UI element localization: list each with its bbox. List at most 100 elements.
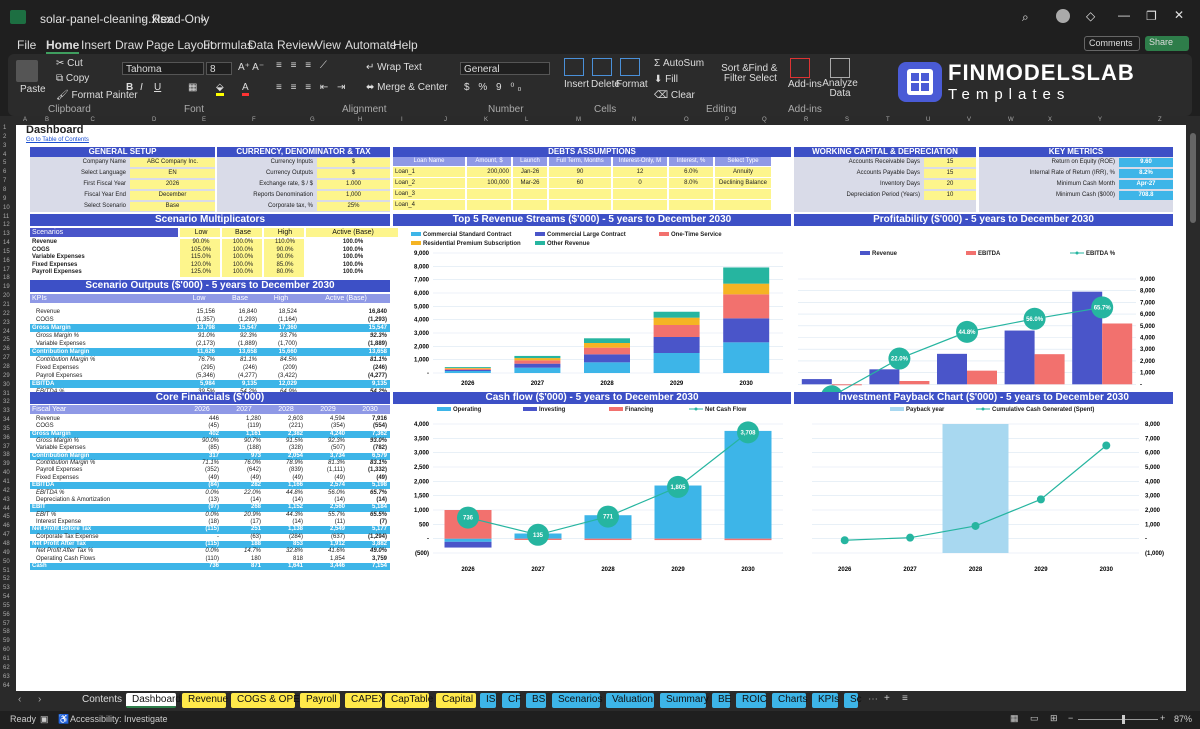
column-header-E[interactable]: E xyxy=(202,117,207,123)
bold-button[interactable]: B xyxy=(126,82,134,93)
row-header[interactable]: 50 xyxy=(3,558,10,565)
row-header[interactable]: 9 xyxy=(3,195,7,202)
row-header[interactable]: 39 xyxy=(3,461,10,468)
table-value[interactable]: Base xyxy=(130,202,215,211)
row-header[interactable]: 63 xyxy=(3,673,10,680)
macro-icon[interactable]: ▣ xyxy=(40,714,49,724)
paste-button[interactable]: Paste xyxy=(20,84,46,95)
row-header[interactable]: 13 xyxy=(3,231,10,238)
debt-cell[interactable]: Loan_3 xyxy=(393,189,465,199)
column-header-J[interactable]: J xyxy=(444,117,447,123)
insert-cells-button[interactable]: Insert xyxy=(564,79,590,90)
row-header[interactable]: 8 xyxy=(3,186,7,193)
format-cells-button[interactable]: Format xyxy=(616,79,648,90)
column-header-R[interactable]: R xyxy=(804,117,809,123)
accessibility-status[interactable]: Accessibility: Investigate xyxy=(70,714,168,724)
sheet-menu-icon[interactable]: ≡ xyxy=(902,693,908,704)
delete-cells-button[interactable]: Delete xyxy=(591,79,620,90)
analyze-data-button[interactable]: Analyze Data xyxy=(822,78,858,99)
zoom-slider[interactable] xyxy=(1078,719,1158,720)
column-header-O[interactable]: O xyxy=(684,117,689,123)
zoom-in-icon[interactable]: + xyxy=(1160,713,1166,723)
analyze-data-icon[interactable] xyxy=(830,58,850,78)
table-value[interactable]: 8.2% xyxy=(1119,169,1173,178)
column-header-F[interactable]: F xyxy=(252,117,256,123)
page-layout-icon[interactable]: ▭ xyxy=(1030,713,1039,723)
diamond-icon[interactable]: ◇ xyxy=(1086,9,1096,23)
row-header[interactable]: 52 xyxy=(3,576,10,583)
row-header[interactable]: 10 xyxy=(3,204,10,211)
tab-revenue[interactable]: Revenue xyxy=(182,693,228,708)
debt-cell[interactable] xyxy=(549,189,611,199)
row-header[interactable]: 23 xyxy=(3,319,10,326)
table-value[interactable]: 9.60 xyxy=(1119,158,1173,167)
menu-help[interactable]: Help xyxy=(393,38,418,52)
column-header-S[interactable]: S xyxy=(845,117,850,123)
row-header[interactable]: 19 xyxy=(3,284,10,291)
zoom-thumb[interactable] xyxy=(1122,715,1125,724)
italic-button[interactable]: I xyxy=(140,82,143,93)
debt-cell[interactable] xyxy=(513,200,547,210)
table-value[interactable]: Apr-27 xyxy=(1119,180,1173,189)
column-header-H[interactable]: H xyxy=(358,117,363,123)
menu-home[interactable]: Home xyxy=(46,38,80,54)
search-icon[interactable]: ⌕ xyxy=(1022,10,1029,24)
accessibility-icon[interactable]: ♿ xyxy=(58,714,70,724)
row-header[interactable]: 62 xyxy=(3,664,10,671)
row-header[interactable]: 11 xyxy=(3,213,10,220)
tab-cogs-opex[interactable]: COGS & OPEX xyxy=(231,693,306,708)
menu-view[interactable]: View xyxy=(315,38,341,52)
row-header[interactable]: 43 xyxy=(3,496,10,503)
debt-cell[interactable]: 0 xyxy=(613,178,667,188)
column-header-A[interactable]: A xyxy=(23,117,28,123)
row-header[interactable]: 40 xyxy=(3,470,10,477)
sort-filter-button[interactable]: Sort & Filter xyxy=(721,63,749,84)
row-header[interactable]: 27 xyxy=(3,355,10,362)
tab-capital[interactable]: Capital xyxy=(436,693,476,708)
tab-prev-icon[interactable]: ‹ xyxy=(18,694,22,705)
autosum-button[interactable]: Σ AutoSum xyxy=(654,58,705,69)
column-header-G[interactable]: G xyxy=(310,117,315,123)
row-header[interactable]: 7 xyxy=(3,178,7,185)
borders-icon[interactable]: ▦ xyxy=(188,82,198,93)
row-header[interactable]: 1 xyxy=(3,125,7,131)
debt-cell[interactable]: 12 xyxy=(613,167,667,177)
row-header[interactable]: 54 xyxy=(3,594,10,601)
menu-page-layout[interactable]: Page Layout xyxy=(146,38,214,52)
row-header[interactable]: 45 xyxy=(3,514,10,521)
row-header[interactable]: 2 xyxy=(3,133,7,140)
scenario-cell[interactable]: 90.0% xyxy=(264,254,304,262)
debt-cell[interactable] xyxy=(467,200,511,210)
column-header-D[interactable]: D xyxy=(152,117,157,123)
tab-sc[interactable]: Sc xyxy=(844,693,862,708)
delete-cells-icon[interactable] xyxy=(592,58,612,76)
menu-file[interactable]: File xyxy=(17,38,37,52)
format-cells-icon[interactable] xyxy=(620,58,640,76)
grow-font-icon[interactable]: A⁺ A⁻ xyxy=(238,62,265,73)
table-value[interactable]: $ xyxy=(317,158,390,167)
column-header-B[interactable]: B xyxy=(45,117,50,123)
restore-icon[interactable]: ❐ xyxy=(1146,9,1157,23)
table-value[interactable]: 1,000 xyxy=(317,191,390,200)
column-header-Y[interactable]: Y xyxy=(1098,117,1103,123)
row-header[interactable]: 59 xyxy=(3,638,10,645)
row-header[interactable]: 4 xyxy=(3,151,7,158)
debt-cell[interactable] xyxy=(549,200,611,210)
column-header-V[interactable]: V xyxy=(967,117,972,123)
vertical-scrollbar[interactable] xyxy=(1186,125,1200,691)
close-icon[interactable]: ✕ xyxy=(1174,8,1185,22)
column-header-P[interactable]: P xyxy=(725,117,730,123)
row-header[interactable]: 55 xyxy=(3,602,10,609)
row-header[interactable]: 34 xyxy=(3,417,10,424)
tab-bs[interactable]: BS xyxy=(526,693,546,708)
row-header[interactable]: 33 xyxy=(3,408,10,415)
page-break-icon[interactable]: ⊞ xyxy=(1050,713,1058,723)
tab-contents[interactable]: Contents xyxy=(76,693,128,708)
tab-payroll[interactable]: Payroll xyxy=(300,693,340,708)
column-header-Z[interactable]: Z xyxy=(1158,117,1162,123)
find-select-button[interactable]: Find & Select xyxy=(748,63,778,84)
merge-center-button[interactable]: ⬌ Merge & Center xyxy=(366,82,448,93)
row-header[interactable]: 58 xyxy=(3,629,10,636)
table-value[interactable]: $ xyxy=(317,169,390,178)
row-header[interactable]: 42 xyxy=(3,487,10,494)
